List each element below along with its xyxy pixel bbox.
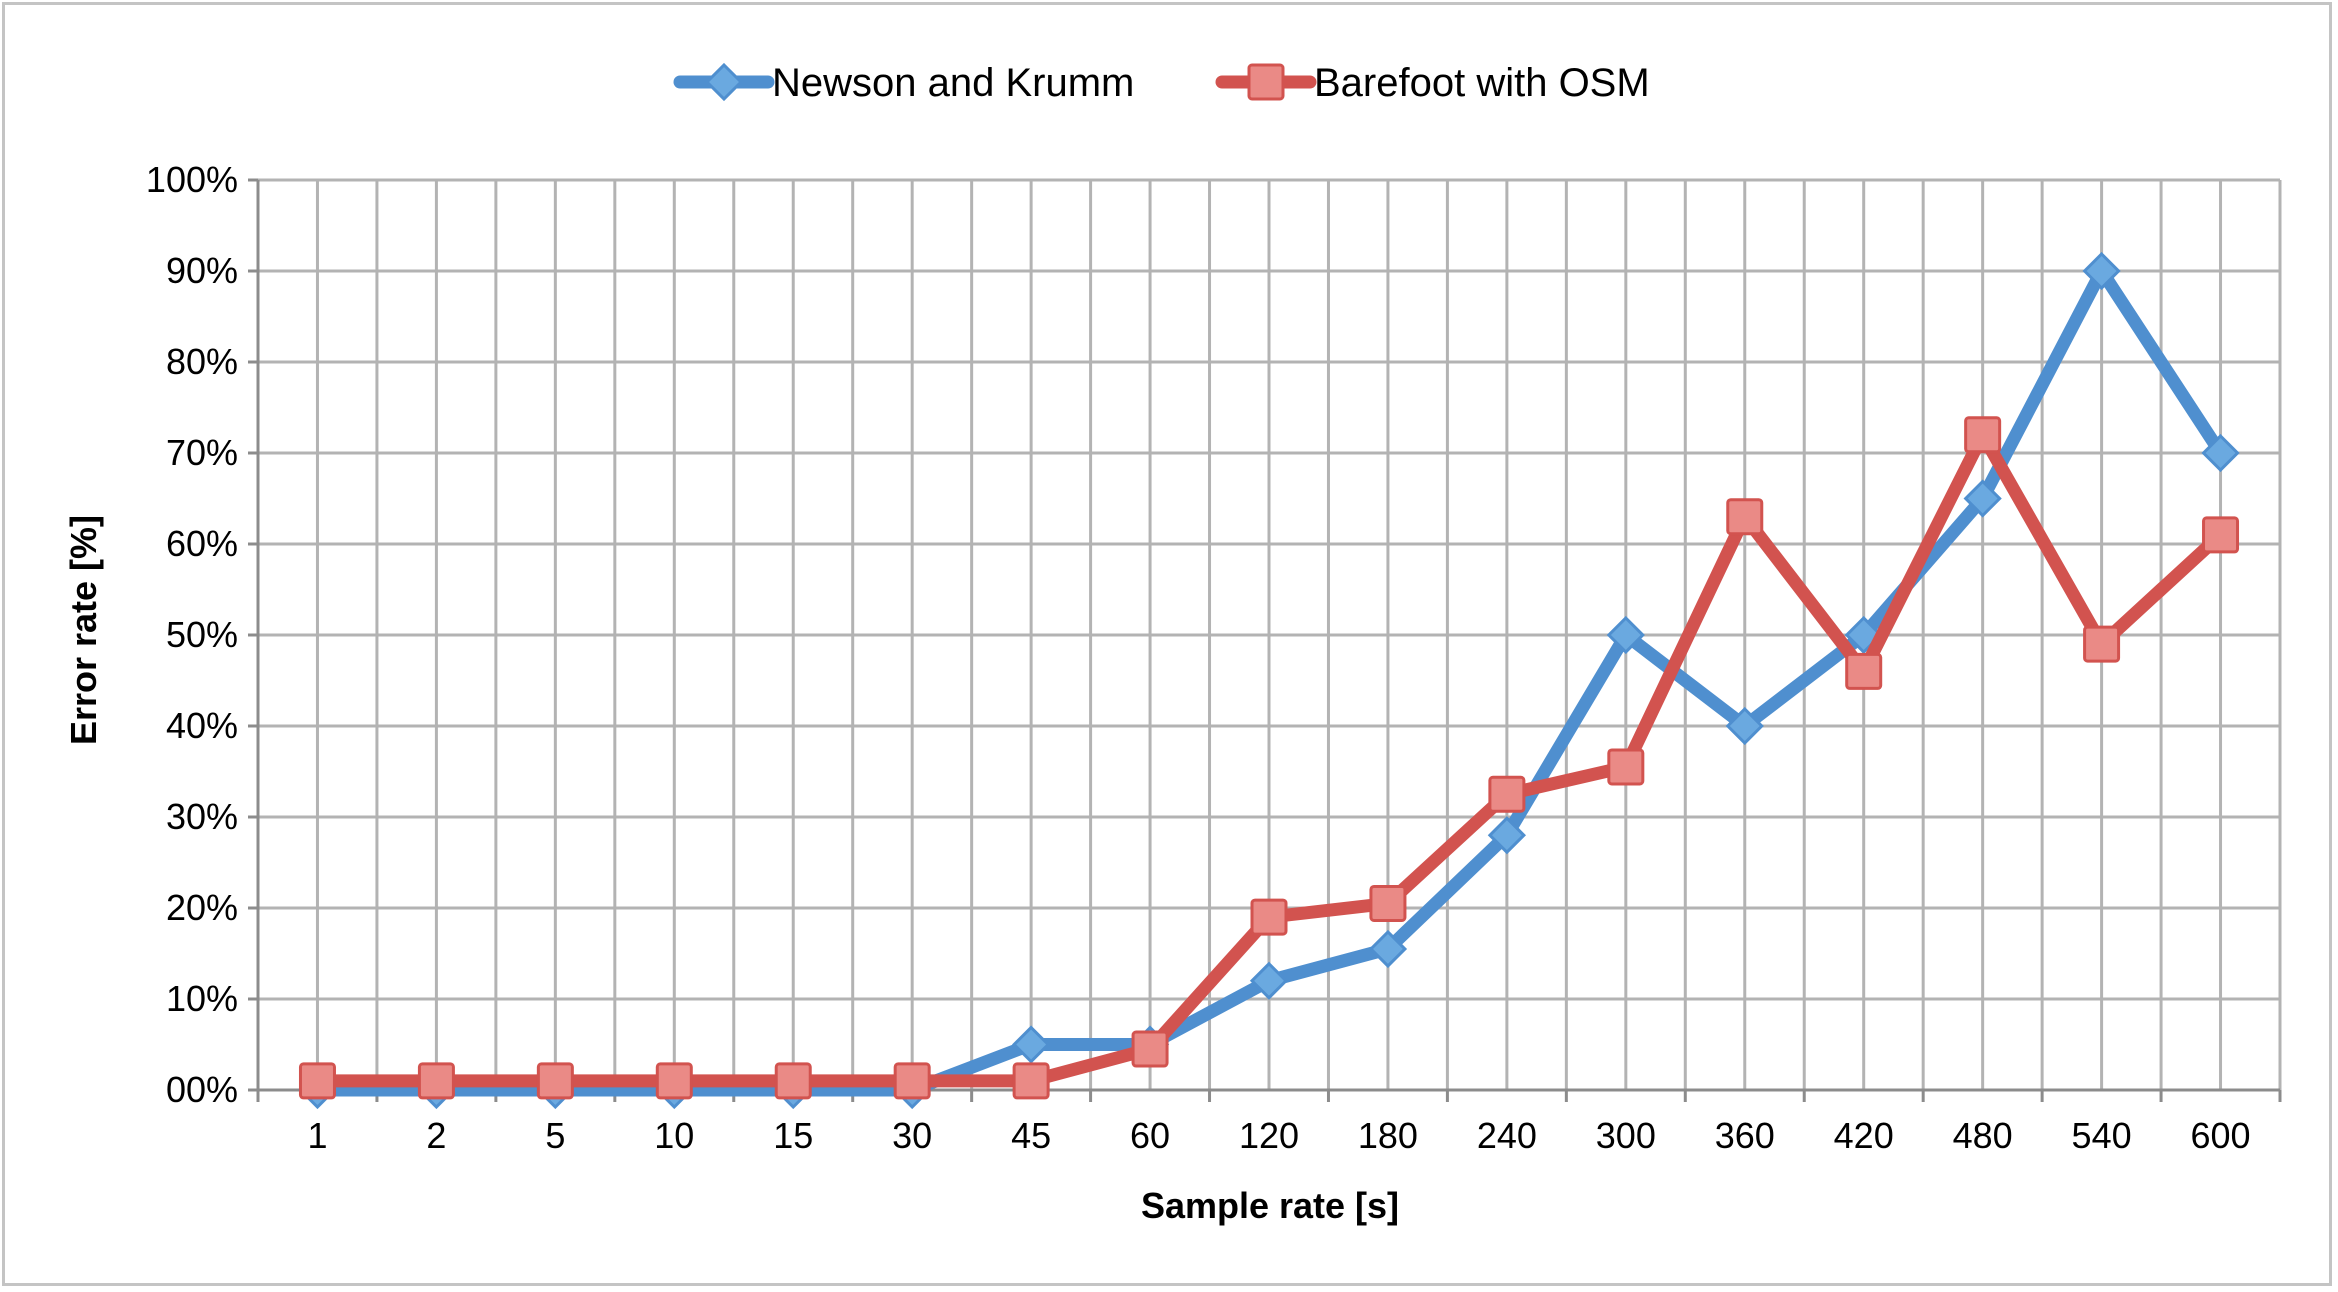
y-tick-label: 50% bbox=[166, 614, 238, 655]
data-point bbox=[1369, 884, 1407, 922]
y-tick-label: 70% bbox=[166, 432, 238, 473]
legend-swatch-marker bbox=[1247, 63, 1285, 101]
x-tick-label: 180 bbox=[1358, 1115, 1418, 1156]
data-point bbox=[1725, 706, 1764, 746]
x-tick-label: 5 bbox=[545, 1115, 565, 1156]
data-point bbox=[1012, 1062, 1050, 1100]
series-layer bbox=[298, 251, 2240, 1110]
y-tick-label: 100% bbox=[146, 159, 238, 200]
x-tick-label: 120 bbox=[1239, 1115, 1299, 1156]
legend-label: Barefoot with OSM bbox=[1314, 61, 1650, 105]
data-point bbox=[1487, 816, 1527, 855]
x-tick-label: 600 bbox=[2190, 1115, 2250, 1156]
data-point bbox=[1726, 498, 1764, 536]
data-point bbox=[2082, 251, 2121, 291]
legend-swatch-marker bbox=[704, 62, 744, 102]
data-point bbox=[1845, 652, 1883, 690]
x-tick-label: 30 bbox=[892, 1115, 932, 1156]
legend-item: Barefoot with OSM bbox=[1215, 61, 1650, 105]
y-tick-label: 20% bbox=[166, 887, 238, 928]
x-tick-label: 240 bbox=[1477, 1115, 1537, 1156]
data-point bbox=[1963, 479, 2002, 518]
data-point bbox=[536, 1062, 574, 1100]
series-barefoot-osm bbox=[298, 416, 2240, 1100]
x-tick-label: 15 bbox=[773, 1115, 813, 1156]
y-tick-label: 30% bbox=[166, 796, 238, 837]
data-point bbox=[2083, 625, 2121, 663]
data-point bbox=[1011, 1025, 1051, 1064]
grid bbox=[256, 178, 2282, 1092]
data-point bbox=[1606, 615, 1645, 655]
tick-labels: 00% 10% 20% 30% 40% 50% 60% 70% 80% 90% 100% 1 2 5 10 1… bbox=[146, 159, 2251, 1156]
y-tick-label: 10% bbox=[166, 978, 238, 1019]
y-tick-label: 90% bbox=[166, 250, 238, 291]
x-tick-label: 420 bbox=[1834, 1115, 1894, 1156]
x-tick-label: 540 bbox=[2072, 1115, 2132, 1156]
data-point bbox=[417, 1062, 455, 1100]
x-tick-label: 2 bbox=[426, 1115, 446, 1156]
x-tick-label: 60 bbox=[1130, 1115, 1170, 1156]
data-point bbox=[1368, 929, 1408, 969]
data-point bbox=[1249, 961, 1289, 1000]
x-tick-label: 480 bbox=[1953, 1115, 2013, 1156]
legend-item: Newson and Krumm bbox=[673, 61, 1134, 105]
x-tick-label: 10 bbox=[654, 1115, 694, 1156]
legend-label: Newson and Krumm bbox=[772, 61, 1134, 105]
y-tick-label: 60% bbox=[166, 523, 238, 564]
legend: Newson and Krumm Barefoot with OSM bbox=[673, 61, 1650, 105]
x-tick-label: 1 bbox=[307, 1115, 327, 1156]
data-point bbox=[774, 1062, 812, 1100]
data-point bbox=[298, 1062, 336, 1100]
data-point bbox=[2201, 433, 2240, 473]
data-point bbox=[2202, 516, 2240, 554]
data-point bbox=[1250, 898, 1288, 936]
data-point bbox=[1131, 1030, 1169, 1068]
y-axis-title: Error rate [%] bbox=[63, 515, 104, 745]
data-point bbox=[893, 1062, 931, 1100]
data-point bbox=[655, 1062, 693, 1100]
x-axis-title: Sample rate [s] bbox=[1141, 1185, 1399, 1226]
data-point bbox=[1488, 775, 1526, 813]
data-point bbox=[1607, 748, 1645, 786]
x-tick-label: 300 bbox=[1596, 1115, 1656, 1156]
x-tick-label: 360 bbox=[1715, 1115, 1775, 1156]
data-point bbox=[1964, 416, 2002, 454]
y-tick-label: 80% bbox=[166, 341, 238, 382]
y-tick-label: 00% bbox=[166, 1069, 238, 1110]
x-tick-label: 45 bbox=[1011, 1115, 1051, 1156]
y-tick-label: 40% bbox=[166, 705, 238, 746]
axes bbox=[248, 178, 2282, 1102]
